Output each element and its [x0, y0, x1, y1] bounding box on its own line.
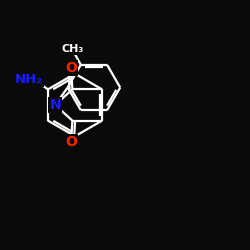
Text: N: N [50, 98, 61, 112]
Text: O: O [65, 61, 77, 75]
Text: O: O [65, 135, 77, 149]
Text: NH₂: NH₂ [14, 74, 42, 86]
Text: CH₃: CH₃ [62, 44, 84, 54]
